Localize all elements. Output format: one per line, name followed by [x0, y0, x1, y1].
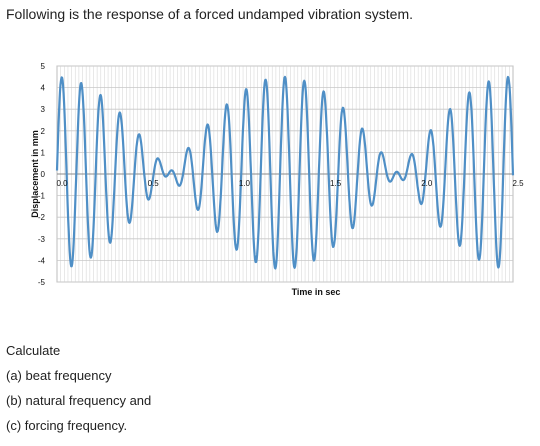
- x-axis-label: Time in sec: [292, 287, 341, 297]
- y-axis-label: Displacement in mm: [30, 130, 40, 218]
- x-tick-label: 1.5: [330, 179, 342, 188]
- y-tick-label: 1: [41, 148, 46, 157]
- x-tick-label: 1.0: [239, 179, 251, 188]
- y-tick-label: 3: [41, 105, 46, 114]
- item-forcing-frequency: (c) forcing frequency.: [6, 418, 128, 433]
- x-tick-labels: 0.0 0.5 1.0 1.5 2.0 2.5: [56, 179, 524, 188]
- y-tick-label: -4: [38, 256, 46, 265]
- item-natural-frequency: (b) natural frequency and: [6, 393, 152, 408]
- question-text: Following is the response of a forced un…: [6, 6, 413, 22]
- y-tick-label: 5: [41, 62, 46, 71]
- y-tick-label: -2: [38, 213, 46, 222]
- x-tick-label: 2.5: [512, 179, 524, 188]
- y-tick-label: 4: [41, 84, 46, 93]
- response-line: [55, 75, 515, 270]
- horizontal-gridlines: [57, 65, 513, 283]
- x-tick-label: 2.0: [421, 179, 433, 188]
- y-tick-label: 2: [41, 127, 46, 136]
- item-beat-frequency: (a) beat frequency: [6, 368, 112, 383]
- y-tick-labels: 5 4 3 2 1 0 -1 -2 -3 -4 -5: [38, 62, 46, 287]
- x-tick-label: 0.0: [56, 179, 68, 188]
- x-tick-label: 0.5: [148, 179, 160, 188]
- y-tick-label: -5: [38, 278, 46, 287]
- y-tick-label: 0: [41, 170, 46, 179]
- calculate-section: Calculate (a) beat frequency (b) natural…: [6, 338, 151, 438]
- calculate-heading: Calculate: [6, 343, 61, 358]
- y-tick-label: -1: [38, 192, 46, 201]
- y-tick-label: -3: [38, 235, 46, 244]
